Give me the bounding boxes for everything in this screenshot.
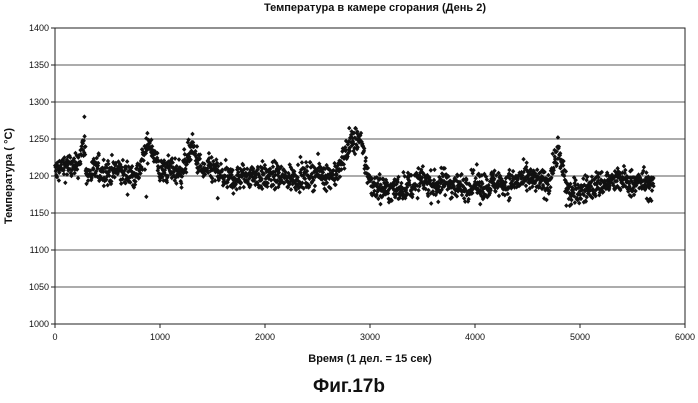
data-point (297, 190, 301, 195)
data-point (125, 159, 129, 164)
data-point (642, 165, 646, 170)
data-point (416, 188, 420, 193)
x-tick-label: 1000 (150, 332, 170, 342)
y-tick-label: 1000 (29, 319, 49, 329)
y-tick-label: 1050 (29, 282, 49, 292)
data-point (436, 200, 440, 205)
x-axis-label: Время (1 дел. = 15 сек) (308, 353, 432, 365)
data-point (521, 157, 525, 162)
data-point (101, 158, 105, 163)
chart-title: Температура в камере сгорания (День 2) (264, 2, 486, 14)
data-point (429, 168, 433, 173)
data-point (143, 167, 147, 172)
data-point (177, 157, 181, 162)
x-tick-label: 3000 (360, 332, 380, 342)
data-point (179, 185, 183, 190)
data-point (166, 153, 170, 158)
data-point (313, 184, 317, 189)
data-point (110, 153, 114, 158)
data-point (478, 202, 482, 207)
data-point (432, 167, 436, 172)
x-axis-ticks: 0 1000 2000 3000 4000 5000 6000 (52, 324, 695, 342)
data-point (401, 170, 405, 175)
y-tick-label: 1350 (29, 60, 49, 70)
data-point (298, 155, 302, 160)
data-point (216, 196, 220, 201)
y-tick-label: 1200 (29, 171, 49, 181)
data-point (173, 156, 177, 161)
data-point (121, 158, 125, 163)
data-point (316, 151, 320, 156)
data-point (242, 185, 246, 190)
y-tick-label: 1300 (29, 97, 49, 107)
data-point (347, 126, 351, 131)
data-point (511, 169, 515, 174)
data-point (415, 196, 419, 201)
data-point (224, 158, 228, 163)
data-point (102, 184, 106, 189)
data-point (524, 160, 528, 165)
data-point (190, 132, 194, 137)
data-point (231, 191, 235, 196)
data-point (300, 160, 304, 165)
data-point (378, 202, 382, 207)
data-points (53, 114, 656, 208)
data-point (296, 162, 300, 167)
data-point (260, 159, 264, 164)
y-axis-ticks: 1000 1050 1100 1150 1200 1250 1300 1350 1400 (29, 23, 55, 329)
data-point (144, 194, 148, 199)
data-point (63, 180, 67, 185)
data-point (507, 168, 511, 173)
data-point (182, 147, 186, 152)
data-point (195, 144, 199, 149)
data-point (145, 131, 149, 136)
data-point (207, 151, 211, 156)
data-point (564, 203, 568, 208)
data-point (497, 193, 501, 198)
y-tick-label: 1150 (30, 208, 49, 218)
data-point (475, 162, 479, 167)
x-tick-label: 4000 (465, 332, 485, 342)
y-tick-label: 1100 (30, 245, 49, 255)
y-tick-label: 1250 (29, 134, 49, 144)
data-point (474, 176, 478, 181)
data-point (443, 193, 447, 198)
x-tick-label: 0 (52, 332, 57, 342)
data-point (82, 114, 86, 119)
y-axis-label: Температура ( °C) (3, 128, 15, 224)
data-point (429, 201, 433, 206)
data-point (125, 192, 129, 197)
data-point (304, 160, 308, 165)
data-point (364, 156, 368, 161)
x-tick-label: 5000 (570, 332, 590, 342)
figure-caption: Фиг.17b (0, 376, 698, 398)
x-tick-label: 2000 (255, 332, 275, 342)
x-tick-label: 6000 (675, 332, 695, 342)
data-point (534, 188, 538, 193)
data-point (622, 164, 626, 169)
data-point (399, 181, 403, 186)
data-point (146, 161, 150, 166)
y-tick-label: 1400 (29, 23, 49, 33)
data-point (82, 134, 86, 139)
